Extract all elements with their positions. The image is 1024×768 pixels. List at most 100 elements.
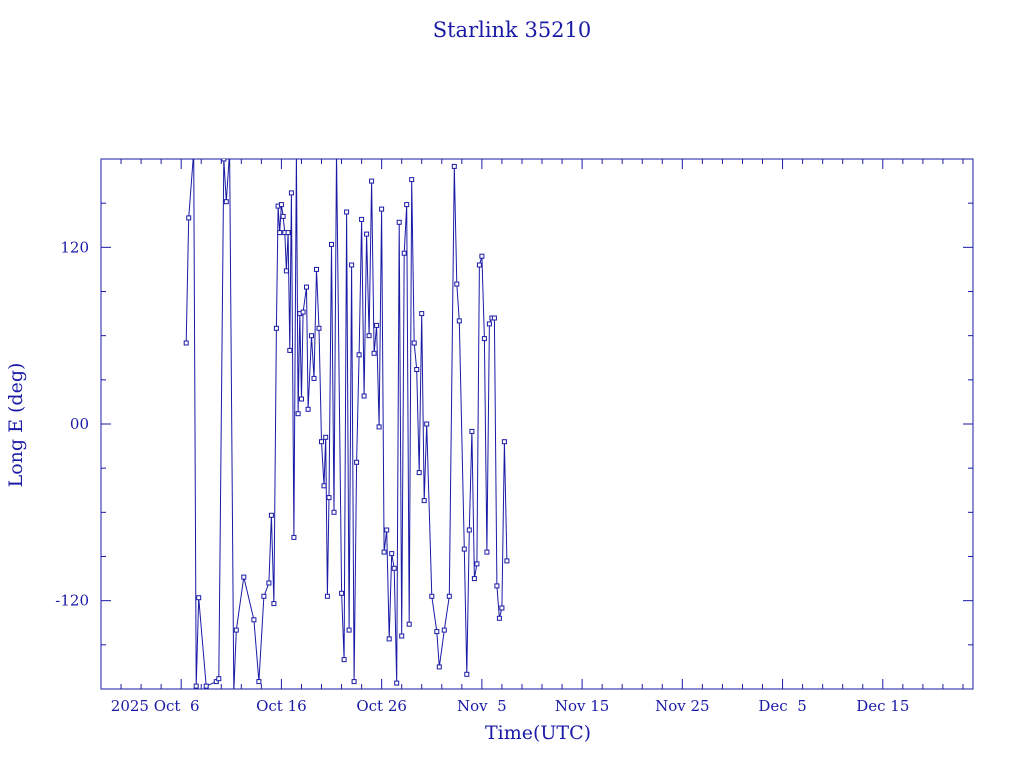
data-point	[381, 549, 387, 555]
data-point	[374, 322, 380, 328]
data-point	[391, 565, 397, 571]
data-point	[305, 406, 311, 412]
data-point	[216, 676, 222, 682]
data-point	[283, 268, 289, 274]
x-tick-label: Nov 25	[655, 697, 710, 715]
data-point	[294, 150, 298, 154]
data-point	[361, 393, 367, 399]
data-point	[499, 605, 505, 611]
data-point	[277, 230, 283, 236]
x-tick-label: Dec 5	[758, 697, 806, 715]
data-point	[251, 617, 257, 623]
data-point	[223, 199, 229, 205]
data-point	[504, 558, 510, 564]
data-point	[309, 333, 314, 339]
data-point	[389, 551, 395, 557]
data-point	[354, 459, 360, 465]
data-series	[183, 150, 510, 694]
data-point	[376, 424, 382, 430]
data-point	[316, 325, 322, 331]
data-point	[466, 527, 472, 533]
data-point	[364, 231, 370, 237]
data-point	[416, 470, 422, 476]
data-point	[323, 434, 329, 440]
data-point	[324, 593, 330, 599]
data-point	[456, 318, 462, 324]
x-tick-label: Dec 15	[856, 697, 909, 715]
data-point	[351, 679, 357, 685]
data-point	[331, 509, 337, 515]
data-point	[356, 352, 362, 358]
data-point	[280, 213, 286, 219]
data-point	[404, 202, 410, 208]
data-point	[295, 411, 301, 417]
data-point	[464, 671, 470, 677]
y-tick-label: 00	[70, 415, 89, 433]
data-point	[287, 347, 293, 353]
data-point	[469, 428, 475, 434]
data-point	[203, 683, 209, 689]
data-point	[314, 266, 319, 272]
data-point	[414, 367, 420, 372]
data-point	[321, 483, 327, 489]
data-point	[476, 262, 482, 268]
data-point	[311, 375, 317, 381]
data-point	[436, 664, 442, 670]
data-point	[384, 527, 390, 533]
data-point	[501, 439, 507, 445]
data-point	[401, 250, 407, 256]
data-point	[278, 202, 284, 208]
data-point	[186, 215, 192, 221]
data-point	[196, 595, 202, 601]
data-point	[451, 163, 457, 169]
x-tick-label: Oct 26	[356, 697, 407, 715]
data-point	[346, 627, 352, 633]
data-point	[349, 262, 355, 268]
data-point	[484, 549, 490, 555]
data-point	[396, 219, 402, 225]
data-point	[474, 561, 480, 567]
data-point	[183, 340, 189, 346]
data-point	[344, 209, 350, 215]
data-point	[424, 421, 430, 427]
data-point	[419, 311, 425, 317]
data-point	[319, 439, 324, 445]
data-point	[299, 396, 304, 402]
data-point	[329, 241, 334, 247]
data-point	[193, 683, 199, 689]
data-point	[300, 309, 306, 315]
x-axis-label: Time(UTC)	[485, 722, 591, 744]
data-point	[429, 593, 435, 599]
y-tick-label: -120	[55, 592, 89, 610]
data-point	[233, 627, 239, 633]
data-point	[335, 150, 339, 154]
x-tick-label: 2025 Oct 6	[111, 697, 200, 715]
data-point	[399, 633, 405, 639]
data-point	[304, 284, 309, 290]
data-point	[421, 498, 427, 504]
data-point	[479, 253, 485, 259]
y-tick-label: 120	[60, 238, 89, 256]
data-point	[273, 325, 279, 331]
data-point	[386, 636, 392, 642]
data-point	[406, 621, 412, 627]
data-point	[369, 178, 375, 184]
chart-title: Starlink 35210	[433, 18, 592, 42]
x-tick-label: Nov 5	[457, 697, 507, 715]
data-point	[339, 590, 345, 596]
data-point	[441, 627, 447, 633]
data-point	[446, 593, 452, 599]
data-point	[268, 512, 274, 518]
data-point	[232, 690, 236, 694]
data-point	[491, 315, 497, 321]
data-point	[409, 177, 415, 183]
data-point	[379, 206, 385, 212]
data-point	[266, 580, 272, 586]
data-point	[326, 495, 332, 501]
data-point	[256, 679, 262, 685]
data-point	[454, 281, 460, 287]
data-point	[285, 230, 291, 236]
data-point	[341, 657, 347, 663]
y-axis-label: Long E (deg)	[5, 363, 27, 488]
